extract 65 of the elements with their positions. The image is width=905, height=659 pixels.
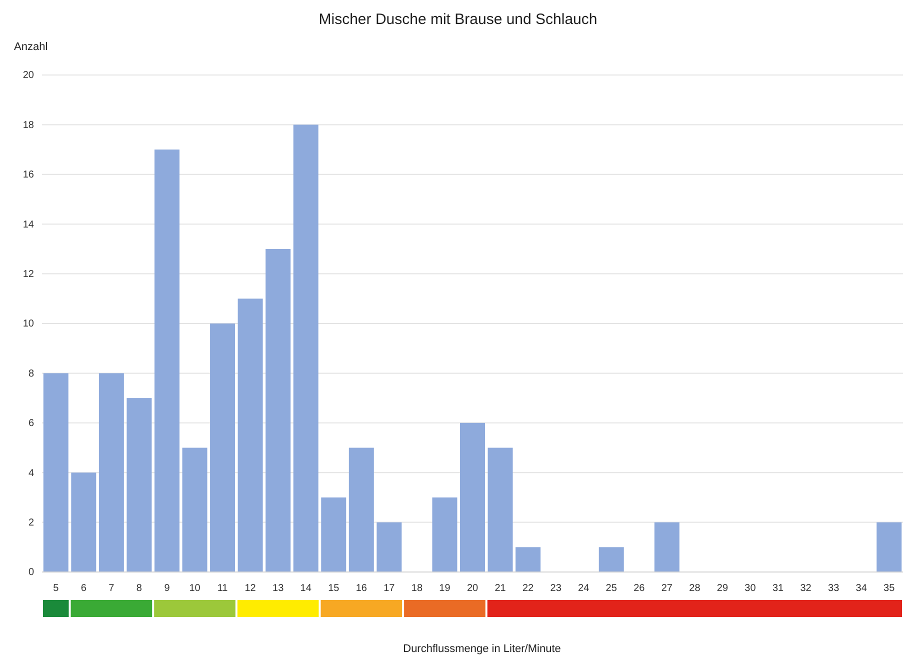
bar [348,448,374,572]
bar [266,248,291,572]
x-tick-label: 26 [634,583,646,594]
x-tick-label: 33 [828,583,840,594]
y-tick-label: 4 [28,468,34,479]
x-tick-label: 10 [189,583,201,594]
x-tick-label: 25 [606,583,618,594]
x-tick-label: 29 [716,583,728,594]
x-tick-label: 6 [80,583,87,594]
x-tick-label: 12 [244,583,256,594]
bar [321,497,346,572]
x-tick-label: 34 [856,583,868,594]
x-tick-label: 19 [439,583,451,594]
y-axis-title: Anzahl [14,41,48,53]
x-tick-label: 24 [578,583,590,594]
y-tick-label: 12 [22,269,34,280]
bar [460,422,485,572]
bar [876,522,902,572]
x-tick-label: 13 [272,583,284,594]
bar [238,298,263,572]
bar [488,448,513,572]
x-tick-label: 15 [328,583,340,594]
bar [71,472,96,572]
y-tick-label: 6 [28,418,34,430]
x-tick-label: 16 [356,583,368,594]
x-tick-label: 21 [494,583,506,594]
bar [43,373,68,572]
x-tick-label: 17 [384,583,396,594]
x-tick-label: 35 [884,583,896,594]
x-tick-label: 5 [53,583,60,594]
y-tick-label: 14 [22,219,34,230]
x-tick-label: 20 [466,583,478,594]
y-tick-label: 16 [22,170,34,181]
x-tick-label: 9 [164,583,170,594]
x-tick-label: 11 [217,583,228,594]
bar [598,547,624,572]
bar [126,398,152,572]
y-tick-label: 20 [22,70,34,82]
x-tick-label: 23 [550,583,562,594]
bar [154,150,180,572]
x-tick-label: 14 [300,583,312,594]
x-tick-label: 7 [108,583,115,594]
x-tick-label: 8 [136,583,142,594]
x-tick-label: 28 [689,583,701,594]
bar [432,497,458,572]
bar [516,547,541,572]
y-tick-label: 0 [28,567,34,578]
bar [376,522,402,572]
y-tick-label: 10 [22,318,34,330]
y-tick-label: 18 [22,120,34,131]
x-axis-title: Durchflussmenge in Liter/Minute [403,643,561,655]
x-tick-label: 18 [411,583,423,594]
chart-title: Mischer Dusche mit Brause und Schlauch [318,11,598,28]
x-tick-label: 32 [800,583,812,594]
bar [182,448,208,572]
bar [293,124,318,572]
x-tick-label: 27 [661,583,673,594]
bar [98,373,124,572]
x-tick-label: 30 [744,583,756,594]
y-tick-label: 8 [28,368,34,380]
bar [210,324,236,572]
bar [654,522,680,572]
x-tick-label: 22 [522,583,534,594]
y-tick-label: 2 [28,518,34,528]
x-tick-label: 31 [772,583,784,594]
